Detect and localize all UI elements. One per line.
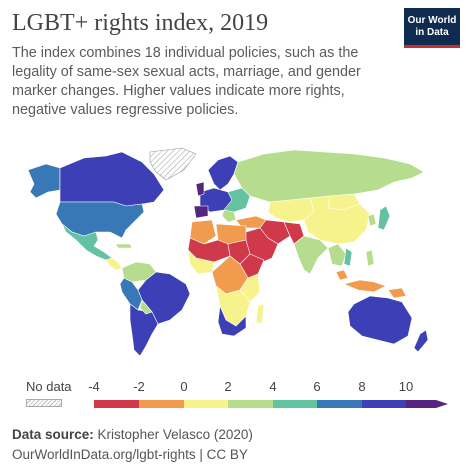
legend-bin-4-6 xyxy=(273,400,317,408)
cuba[interactable] xyxy=(115,243,133,249)
vietnam-cambodia[interactable] xyxy=(343,247,353,267)
southeast-asia[interactable] xyxy=(327,243,347,267)
central-america[interactable] xyxy=(105,257,123,271)
legend-tick: 2 xyxy=(224,379,232,394)
alaska[interactable] xyxy=(27,163,61,199)
legend-bin-10-plus xyxy=(406,400,436,408)
north-africa-west[interactable] xyxy=(189,219,217,245)
russia[interactable] xyxy=(233,149,425,203)
color-legend: No data -4 -2 0 2 4 6 8 10 xyxy=(0,370,474,414)
south-africa[interactable] xyxy=(217,305,247,337)
chart-subtitle: The index combines 18 individual policie… xyxy=(12,45,361,118)
source-url[interactable]: OurWorldInData.org/lgbt-rights | CC BY xyxy=(12,447,248,462)
mexico[interactable] xyxy=(61,223,113,261)
scandinavia[interactable] xyxy=(207,155,239,191)
legend-bin-neg4-neg2 xyxy=(94,400,139,408)
legend-bin-6-8 xyxy=(317,400,362,408)
legend-tick: 8 xyxy=(358,379,366,394)
paraguay[interactable] xyxy=(139,299,153,315)
logo-line-1: Our World xyxy=(407,14,457,26)
uk[interactable] xyxy=(195,181,205,197)
legend-bin-8-10 xyxy=(362,400,406,408)
legend-tick: 10 xyxy=(398,379,414,394)
world-map[interactable] xyxy=(14,140,460,360)
india[interactable] xyxy=(293,235,329,275)
korea[interactable] xyxy=(367,213,377,227)
no-data-label: No data xyxy=(26,379,72,394)
canada[interactable] xyxy=(59,151,165,207)
philippines[interactable] xyxy=(365,249,375,267)
legend-bin-0-2 xyxy=(184,400,228,408)
legend-bin-neg2-0 xyxy=(139,400,184,408)
malaysia[interactable] xyxy=(335,269,349,281)
legend-tick: 6 xyxy=(313,379,321,394)
legend-tick: 4 xyxy=(269,379,277,394)
source-label: Data source: xyxy=(12,427,94,442)
no-data-swatch xyxy=(26,399,62,407)
source-value[interactable]: Kristopher Velasco (2020) xyxy=(97,427,253,442)
legend-bin-2-4 xyxy=(228,400,273,408)
legend-arrow-icon xyxy=(436,400,448,408)
balkans[interactable] xyxy=(221,209,237,223)
indonesia[interactable] xyxy=(343,279,387,293)
new-zealand[interactable] xyxy=(413,329,429,353)
legend-tick: -4 xyxy=(88,379,100,394)
greenland[interactable] xyxy=(149,147,197,181)
china[interactable] xyxy=(303,195,371,245)
japan[interactable] xyxy=(377,205,391,231)
legend-tick: 0 xyxy=(180,379,188,394)
our-world-in-data-logo[interactable]: Our World in Data xyxy=(404,8,460,48)
iberia[interactable] xyxy=(193,205,209,219)
chart-title: LGBT+ rights index, 2019 xyxy=(12,10,269,36)
australia[interactable] xyxy=(347,295,413,345)
logo-line-2: in Data xyxy=(415,26,449,38)
madagascar[interactable] xyxy=(255,303,265,325)
data-source: Data source: Kristopher Velasco (2020) xyxy=(12,426,253,444)
papua-new-guinea[interactable] xyxy=(387,287,407,299)
legend-tick: -2 xyxy=(133,379,145,394)
